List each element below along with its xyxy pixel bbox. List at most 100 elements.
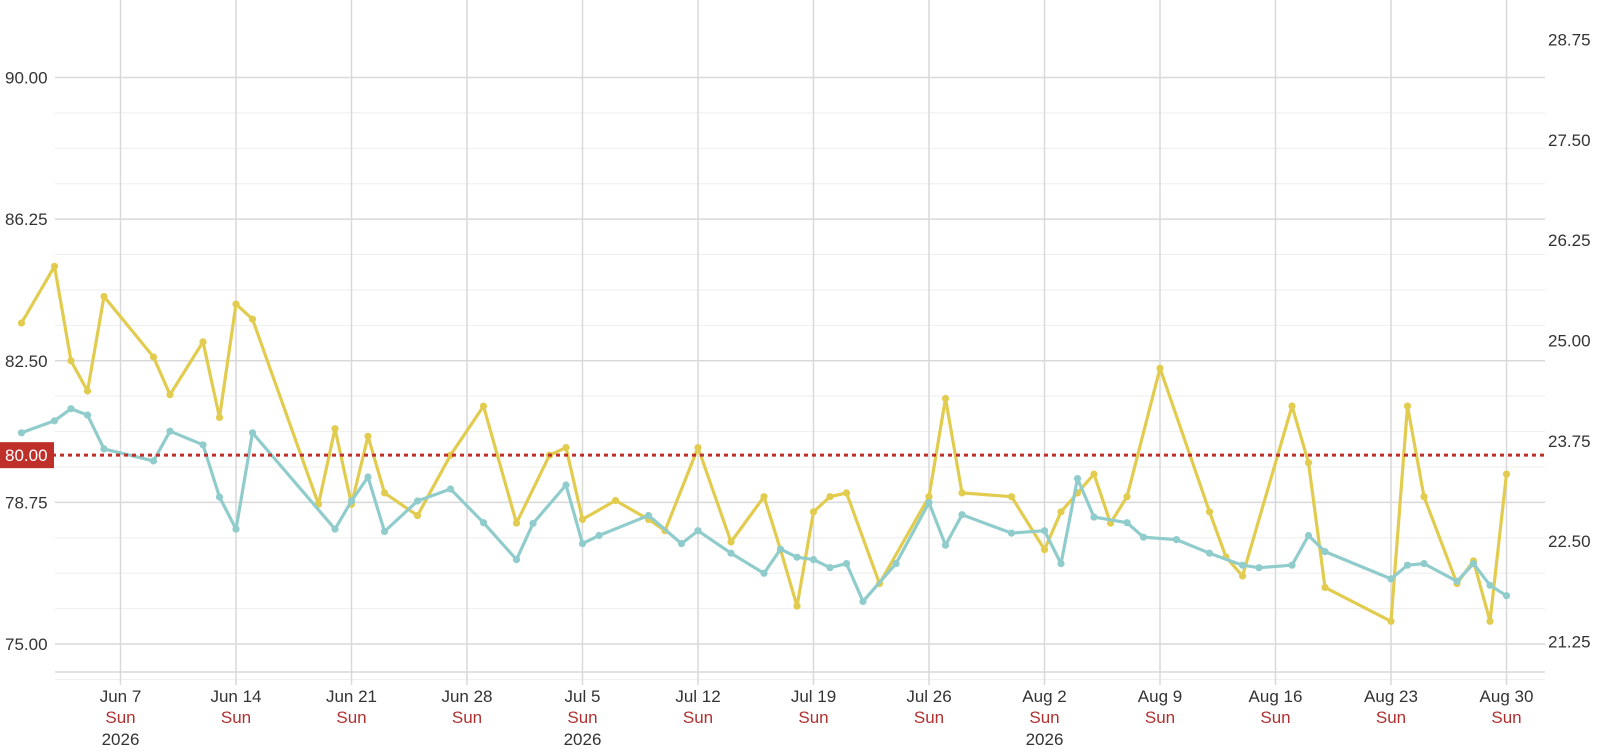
- series-2-point: [644, 511, 653, 520]
- series-1-line: [19, 264, 1509, 623]
- x-tick-weekday: Sun: [1376, 708, 1406, 727]
- x-tick-weekday: Sun: [798, 708, 828, 727]
- series-1-point: [1090, 470, 1098, 478]
- series-2-point: [1420, 560, 1428, 568]
- series-2-point: [1139, 533, 1148, 541]
- series-2-point: [232, 525, 240, 533]
- right-tick-label: 21.25: [1548, 633, 1591, 652]
- x-tick-label: Jul 12: [675, 687, 720, 706]
- x-tick-label: Jun 14: [210, 687, 261, 706]
- right-tick-label: 28.75: [1548, 31, 1591, 50]
- series-1-point: [562, 444, 570, 452]
- series-2-point: [842, 560, 851, 568]
- series-2-point: [1453, 577, 1461, 585]
- series-1-point: [512, 519, 521, 527]
- series-2-point: [347, 497, 356, 505]
- series-2-point: [595, 531, 603, 540]
- reference-line-layer: 80.00: [0, 442, 1545, 469]
- x-tick-label: Jun 28: [441, 687, 492, 706]
- series-2-point: [1172, 536, 1181, 544]
- series-1-point: [199, 338, 207, 346]
- series-1-point: [1156, 364, 1164, 372]
- series-2-point: [50, 417, 59, 425]
- series-1-point: [826, 493, 834, 501]
- series-2-point: [1238, 561, 1247, 569]
- series-1-point: [727, 538, 735, 546]
- x-axis: Jun 7 Sun 2026 Jun 14 Sun Jun 21 Sun Jun 28 Sun J…: [100, 687, 1534, 749]
- series-2-point: [1321, 548, 1329, 556]
- series-2-point: [925, 499, 933, 507]
- series-1-point: [958, 489, 966, 497]
- series-2-point: [1007, 529, 1016, 537]
- right-tick-label: 22.50: [1548, 532, 1591, 551]
- series-1-point: [1321, 583, 1329, 592]
- x-tick-weekday: Sun: [1029, 708, 1059, 727]
- left-tick-label: 75.00: [5, 635, 48, 654]
- x-tick-label: Jun 7: [100, 687, 142, 706]
- series-2-point: [17, 429, 26, 437]
- series-2-point: [941, 541, 950, 549]
- series-2-point: [479, 519, 488, 527]
- series-1-point: [611, 496, 620, 505]
- series-2-point: [380, 527, 389, 536]
- series-2-point: [793, 553, 801, 561]
- series-1-point: [925, 493, 933, 501]
- series-2-point: [958, 511, 966, 519]
- series-2-point: [727, 549, 735, 557]
- x-tick-label: Aug 2: [1022, 687, 1066, 706]
- x-tick-weekday: Sun: [452, 708, 482, 727]
- series-2-point: [694, 527, 702, 535]
- series-2-point: [562, 481, 570, 489]
- x-tick-weekday: Sun: [1491, 708, 1521, 727]
- series-1-point: [17, 319, 26, 327]
- series-1-point: [1007, 493, 1016, 501]
- series-2-point: [248, 429, 257, 437]
- series-2: [17, 405, 1511, 606]
- series-1-point: [1486, 617, 1494, 625]
- series-1-point: [215, 413, 224, 421]
- series-1-point: [1502, 470, 1511, 478]
- series-1-point: [793, 602, 801, 610]
- left-tick-label: 86.25: [5, 210, 48, 229]
- series-2-point: [166, 427, 174, 435]
- series-1-point: [331, 425, 339, 433]
- series-2-point: [859, 597, 867, 606]
- x-tick-weekday: Sun: [683, 708, 713, 727]
- series-2-point: [83, 411, 92, 419]
- series-1-point: [1403, 402, 1412, 410]
- series-2-point: [446, 485, 455, 493]
- vertical-gridlines: [55, 0, 1545, 685]
- series-2-point: [364, 473, 372, 481]
- series-2-point: [1469, 560, 1478, 568]
- series-2-point: [1040, 527, 1049, 535]
- series-1-point: [166, 391, 174, 399]
- left-tick-label: 90.00: [5, 69, 48, 88]
- series-1-point: [578, 515, 587, 524]
- major-gridlines: [55, 76, 1545, 645]
- x-tick-year: 2026: [1026, 730, 1064, 749]
- series-2-point: [199, 441, 207, 449]
- series-2-point: [1255, 564, 1263, 572]
- series-1-point: [413, 511, 422, 520]
- x-tick-label: Jun 21: [326, 687, 377, 706]
- series-1-point: [248, 315, 257, 323]
- x-tick-year: 2026: [102, 730, 140, 749]
- series-1-point: [446, 451, 455, 459]
- series-2-point: [413, 497, 422, 505]
- x-tick-weekday: Sun: [1145, 708, 1175, 727]
- series-1-point: [842, 489, 851, 497]
- series-1-point: [1387, 617, 1395, 625]
- series-2-point: [1502, 592, 1511, 600]
- series-1-point: [232, 300, 240, 308]
- series-2-point: [1073, 475, 1082, 483]
- x-tick-weekday: Sun: [105, 708, 135, 727]
- series-1-point: [694, 444, 702, 452]
- x-tick-label: Aug 23: [1364, 687, 1418, 706]
- series-1-point: [1288, 402, 1296, 410]
- series-2-point: [67, 405, 75, 413]
- series-2-point: [809, 556, 818, 564]
- series-1-point: [941, 394, 950, 403]
- x-tick-weekday: Sun: [567, 708, 597, 727]
- series-1-point: [1304, 459, 1313, 467]
